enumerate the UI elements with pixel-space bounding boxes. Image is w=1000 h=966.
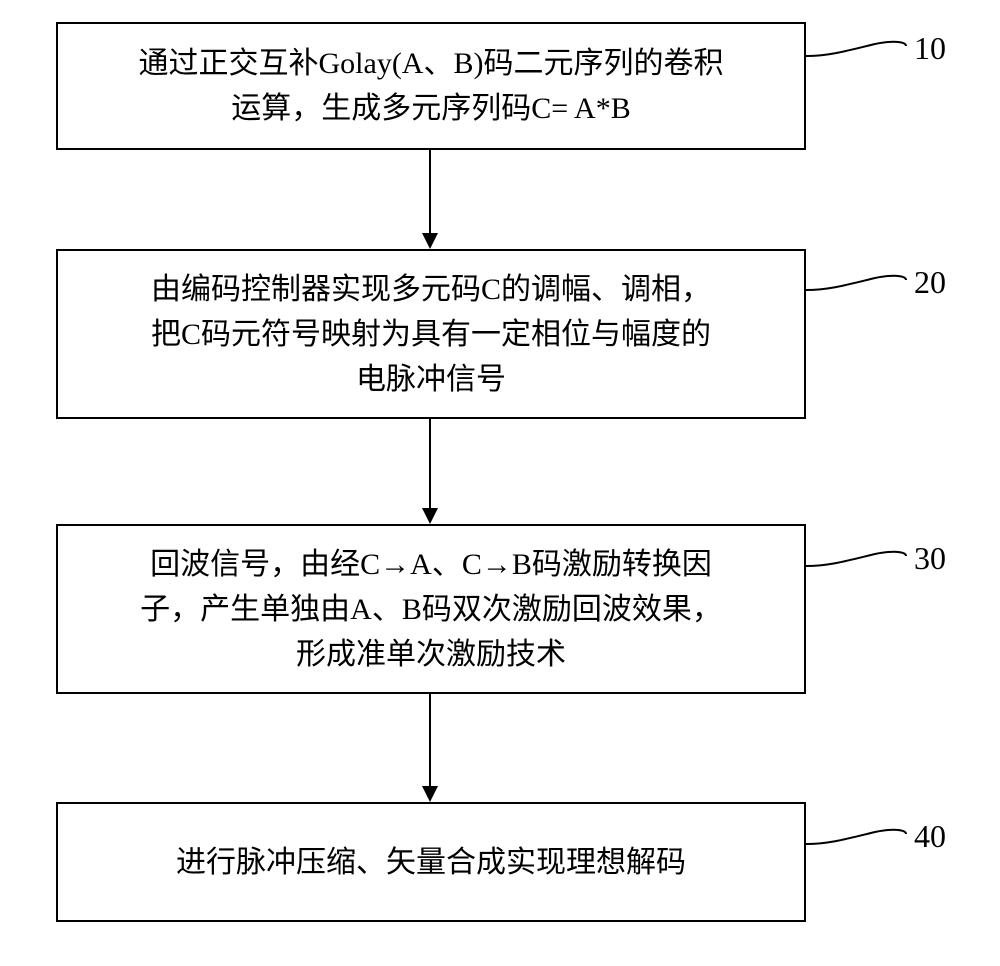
connector-path-3	[806, 552, 906, 566]
arrow-head-2	[422, 508, 438, 524]
flowchart-box-1: 通过正交互补Golay(A、B)码二元序列的卷积 运算，生成多元序列码C= A*…	[56, 22, 806, 150]
arrow-line-1	[429, 150, 431, 233]
arrow-head-3	[422, 786, 438, 802]
step-label-10: 10	[914, 30, 946, 67]
flowchart-diagram: 通过正交互补Golay(A、B)码二元序列的卷积 运算，生成多元序列码C= A*…	[0, 0, 1000, 966]
flowchart-box-4: 进行脉冲压缩、矢量合成实现理想解码	[56, 802, 806, 922]
connector-path-4	[806, 830, 906, 844]
box-text-1: 通过正交互补Golay(A、B)码二元序列的卷积 运算，生成多元序列码C= A*…	[139, 41, 724, 131]
arrow-line-2	[429, 419, 431, 508]
box-text-3: 回波信号，由经C→A、C→B码激励转换因 子，产生单独由A、B码双次激励回波效果…	[140, 542, 722, 677]
arrow-line-3	[429, 694, 431, 786]
step-label-20: 20	[914, 264, 946, 301]
connector-path-1	[806, 42, 906, 56]
step-label-30: 30	[914, 540, 946, 577]
flowchart-box-3: 回波信号，由经C→A、C→B码激励转换因 子，产生单独由A、B码双次激励回波效果…	[56, 524, 806, 694]
connector-path-2	[806, 276, 906, 290]
box-text-2: 由编码控制器实现多元码C的调幅、调相， 把C码元符号映射为具有一定相位与幅度的 …	[151, 267, 711, 402]
flowchart-box-2: 由编码控制器实现多元码C的调幅、调相， 把C码元符号映射为具有一定相位与幅度的 …	[56, 249, 806, 419]
box-text-4: 进行脉冲压缩、矢量合成实现理想解码	[176, 840, 686, 885]
arrow-head-1	[422, 233, 438, 249]
step-label-40: 40	[914, 818, 946, 855]
